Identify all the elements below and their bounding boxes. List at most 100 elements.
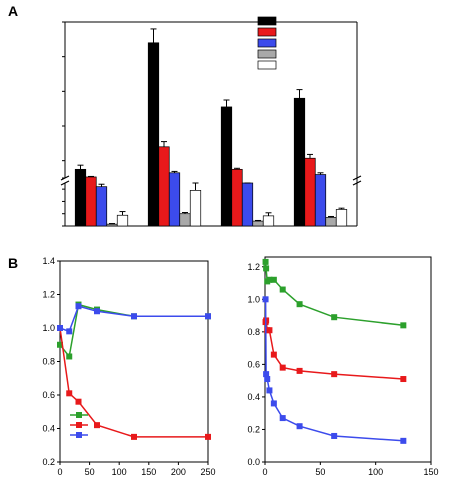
data-point-cuox-ldl	[57, 325, 63, 331]
series-line-native-ldl	[59, 303, 208, 359]
bar-total-igm	[220, 106, 233, 227]
x-tick-label: 150	[423, 467, 438, 477]
axis-break-mark	[60, 180, 70, 186]
data-point-cuox-ldl	[263, 371, 270, 378]
data-point-mda-ldl	[296, 367, 303, 374]
series-line-mda-ldl	[59, 327, 208, 438]
legend-marker-native-ldl	[76, 412, 82, 418]
data-point-cuox-ldl	[400, 437, 407, 444]
data-point-native-ldl	[279, 286, 286, 293]
axis-break-mark	[352, 175, 362, 181]
bar-1-3-dextran	[325, 217, 337, 227]
bar-1-3-dextran	[252, 220, 264, 227]
x-tick-label: 150	[141, 467, 156, 477]
data-point-cuox-ldl	[262, 296, 269, 303]
legend-marker-mda-ldl	[76, 422, 82, 428]
legend-swatch-mda-ldl	[257, 27, 277, 37]
bar-1-3-dextran	[106, 223, 118, 227]
data-point-native-ldl	[66, 353, 73, 360]
bar-total-igm	[293, 97, 306, 227]
y-tick-label: 0.6	[247, 359, 260, 369]
legend-swatch-1-3-dextran	[257, 49, 277, 59]
data-point-cuox-ldl	[75, 303, 82, 310]
bar-cuox-ldl	[95, 186, 108, 227]
y-tick-label: 1.2	[42, 290, 55, 300]
x-tick-label: 200	[171, 467, 186, 477]
bar-mda-ldl	[304, 157, 316, 227]
y-tick-label: 0.4	[247, 392, 260, 402]
bar-cuox-ldl	[314, 174, 327, 227]
axis-break-mark	[352, 180, 362, 186]
bar-mda-ldl	[85, 176, 97, 227]
bar-cuox-ldl	[168, 172, 181, 227]
bar-1-3-dextran	[179, 213, 191, 227]
legend-swatch-pc-bsa	[257, 60, 277, 70]
data-point-mda-ldl	[270, 351, 277, 358]
data-point-native-ldl	[262, 258, 269, 265]
panel-a-bar-chart	[60, 16, 362, 227]
x-tick-label: 0	[57, 467, 62, 477]
data-point-mda-ldl	[400, 376, 407, 383]
bar-cuox-ldl	[241, 182, 254, 227]
y-tick-label: 0.0	[247, 457, 260, 467]
x-tick-label: 100	[368, 467, 383, 477]
y-tick-label: 1.0	[247, 294, 260, 304]
data-point-mda-ldl	[266, 327, 273, 334]
data-point-native-ldl	[331, 314, 338, 321]
bar-pc-bsa	[189, 190, 202, 227]
bar-total-igm	[74, 168, 87, 227]
data-point-cuox-ldl	[279, 415, 286, 422]
data-point-native-ldl	[270, 276, 277, 283]
data-point-cuox-ldl	[296, 423, 303, 430]
y-tick-label: 1.4	[42, 256, 55, 266]
data-point-native-ldl	[266, 276, 273, 283]
bar-mda-ldl	[158, 146, 170, 227]
data-point-mda-ldl	[331, 371, 338, 378]
x-tick-label: 50	[85, 467, 95, 477]
data-point-cuox-ldl	[264, 376, 271, 383]
y-tick-label: 0.2	[247, 424, 260, 434]
bar-total-igm	[147, 42, 160, 227]
panel-b-right-line-chart: 0 50 100 150 0.0 0.2 0.4 0.6 0.8 1.0 1.2	[247, 256, 439, 477]
plot-frame	[59, 260, 209, 463]
legend-swatch-total-igm	[257, 16, 277, 26]
series-line-cuox-ldl	[264, 299, 404, 442]
data-point-native-ldl	[400, 322, 407, 329]
data-point-mda-ldl	[75, 398, 82, 405]
panel-b-left-line-chart: 0 50 100 150 200 250 0.2 0.4 0.6 0.8 1.0 1.2 1.4	[42, 256, 215, 477]
y-tick-label: 1.2	[247, 262, 260, 272]
x-tick-label: 100	[112, 467, 127, 477]
data-point-cuox-ldl	[270, 400, 277, 407]
y-tick-label: 1.0	[42, 323, 55, 333]
data-point-cuox-ldl	[66, 328, 73, 335]
y-tick-label: 0.2	[42, 457, 55, 467]
legend-swatch-cuox-ldl	[257, 38, 277, 48]
bar-pc-bsa	[116, 214, 129, 227]
data-point-mda-ldl	[66, 390, 73, 397]
data-point-cuox-ldl	[331, 432, 338, 439]
bar-pc-bsa	[262, 215, 275, 227]
data-point-native-ldl	[263, 265, 270, 272]
bar-pc-bsa	[335, 209, 348, 227]
x-tick-label: 250	[200, 467, 215, 477]
data-point-mda-ldl	[94, 422, 100, 429]
data-point-mda-ldl	[205, 433, 211, 440]
x-tick-label: 0	[262, 467, 267, 477]
y-tick-label: 0.8	[42, 357, 55, 367]
series-line-mda-ldl	[264, 320, 404, 380]
panel-label-b: B	[8, 255, 18, 271]
bar-mda-ldl	[231, 168, 243, 227]
data-point-mda-ldl	[131, 433, 137, 440]
data-point-native-ldl	[57, 341, 63, 348]
data-point-cuox-ldl	[205, 313, 211, 320]
data-point-native-ldl	[296, 301, 303, 308]
data-point-cuox-ldl	[131, 313, 137, 320]
data-point-mda-ldl	[279, 364, 286, 371]
data-point-cuox-ldl	[266, 387, 273, 394]
data-point-cuox-ldl	[94, 308, 100, 315]
panel-label-a: A	[8, 3, 18, 19]
plot-frame	[264, 256, 432, 463]
x-tick-label: 50	[315, 467, 325, 477]
legend-marker-cuox-ldl	[76, 432, 82, 438]
